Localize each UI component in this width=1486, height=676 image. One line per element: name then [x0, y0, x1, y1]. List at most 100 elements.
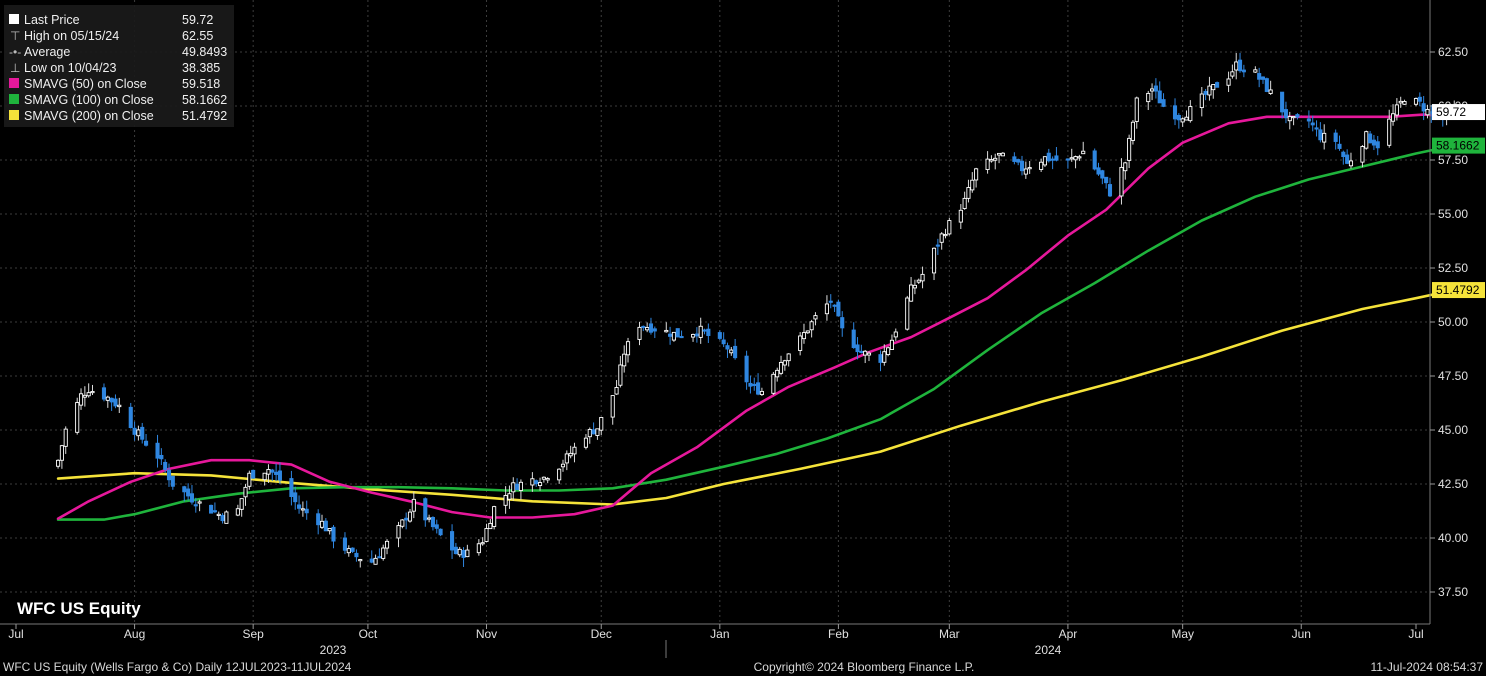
x-tick-label: Sep [242, 627, 264, 641]
candle-up [863, 350, 868, 356]
candle-down [515, 483, 520, 490]
candle-down [182, 486, 187, 493]
legend-value: 62.55 [182, 29, 213, 43]
candle-down [316, 513, 321, 526]
candle-up [1042, 156, 1048, 166]
candle-down [859, 350, 864, 354]
candle-down [1306, 118, 1311, 122]
candle-up [300, 508, 305, 511]
candle-up [886, 347, 891, 356]
candle-up [1180, 118, 1185, 123]
candle-up [947, 220, 952, 235]
candle-up [56, 459, 61, 467]
x-tick-label: Feb [828, 627, 849, 641]
candle-up [1081, 150, 1086, 155]
legend-label: SMAVG (50) on Close [24, 77, 147, 91]
candle-up [966, 187, 971, 199]
candle-up [381, 547, 386, 559]
candle-up [476, 543, 481, 554]
price-tag-label: 58.1662 [1436, 139, 1480, 153]
candle-down [1341, 151, 1346, 158]
candle-up [1360, 146, 1365, 163]
candle-up [985, 158, 990, 170]
candle-down [748, 382, 753, 387]
candle-down [430, 517, 435, 528]
candle-up [916, 279, 921, 283]
candle-up [346, 548, 351, 554]
candle-up [1127, 137, 1132, 161]
candle-up [216, 513, 221, 516]
candle-up [801, 332, 807, 340]
candle-down [377, 556, 382, 559]
candle-down [1176, 114, 1181, 121]
candlesticks [56, 52, 1457, 568]
candle-down [648, 323, 654, 333]
candle-down [109, 397, 114, 403]
candle-up [893, 331, 898, 338]
candle-down [350, 547, 355, 552]
candle-up [1211, 84, 1216, 91]
candle-down [140, 426, 145, 440]
candle-up [384, 540, 390, 549]
candle-down [304, 508, 309, 514]
candle-up [503, 495, 508, 506]
candle-down [652, 328, 657, 332]
candle-down [144, 440, 149, 446]
footer-center: Copyright© 2024 Bloomberg Finance L.P. [754, 660, 975, 674]
legend-label: SMAVG (100) on Close [24, 93, 154, 107]
candle-up [1000, 152, 1005, 157]
candle-up [595, 428, 600, 436]
candle-down [1260, 76, 1266, 80]
candle-down [1092, 150, 1097, 170]
candle-down [1237, 59, 1243, 72]
candle-up [637, 326, 642, 340]
candle-down [679, 336, 684, 339]
candle-up [78, 393, 84, 406]
candle-up [698, 325, 703, 338]
candle-up [809, 321, 814, 331]
candle-up [560, 463, 566, 468]
candle-up [411, 498, 416, 512]
candle-up [993, 157, 998, 161]
candle-down [289, 478, 294, 498]
candle-up [1188, 106, 1193, 122]
candle-up [759, 390, 764, 396]
x-tick-label: Jul [1408, 627, 1423, 641]
candle-up [909, 284, 914, 302]
price-tag [1432, 282, 1485, 299]
candle-down [744, 355, 749, 383]
candle-up [958, 209, 963, 223]
candle-up [407, 511, 413, 522]
candle-down [1012, 156, 1017, 162]
candle-up [1425, 108, 1430, 116]
high-marker-icon: ⊤ [10, 29, 20, 43]
candle-down [155, 442, 160, 459]
candle-down [1104, 176, 1109, 184]
candle-down [1107, 184, 1113, 197]
candle-down [438, 528, 443, 536]
candle-up [1123, 162, 1128, 172]
candle-up [1253, 69, 1258, 73]
candle-up [729, 349, 734, 354]
candle-down [342, 537, 348, 551]
candle-up [564, 453, 569, 464]
candle-up [75, 402, 80, 433]
candle-up [939, 233, 944, 243]
y-tick-label: 37.50 [1438, 585, 1468, 599]
candle-up [537, 482, 543, 486]
candle-down [1157, 90, 1162, 104]
candle-up [557, 468, 562, 481]
candle-down [293, 492, 298, 503]
candle-down [756, 382, 761, 395]
candle-up [813, 315, 818, 320]
candle-up [920, 273, 925, 282]
candle-down [1096, 167, 1101, 175]
candle-up [1027, 167, 1032, 170]
candle-up [664, 329, 669, 333]
y-tick-label: 42.50 [1438, 477, 1468, 491]
candle-down [591, 429, 596, 435]
candle-up [511, 482, 516, 493]
candle-up [266, 469, 271, 475]
candle-up [492, 506, 497, 527]
